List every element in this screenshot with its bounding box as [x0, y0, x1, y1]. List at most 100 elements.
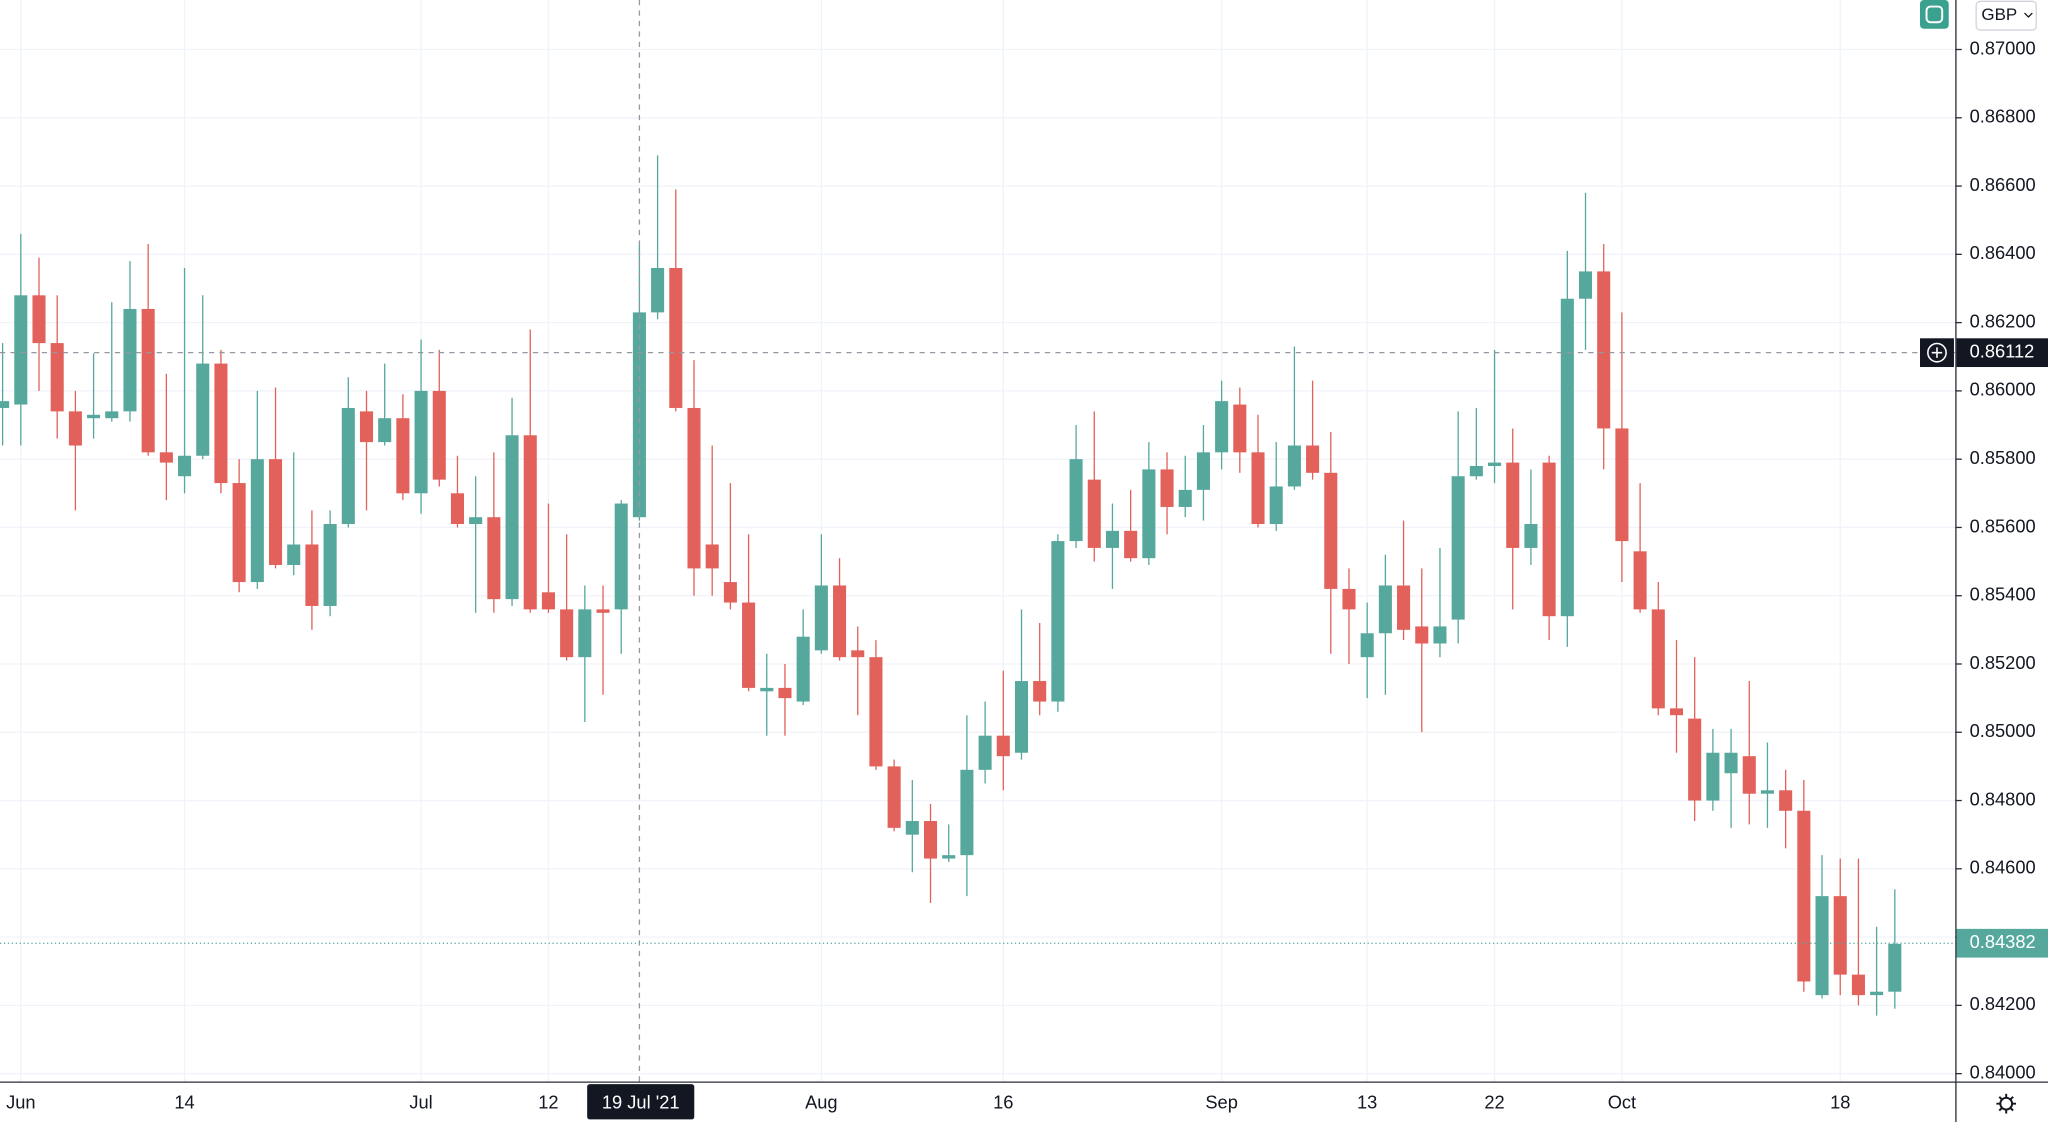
settings-icon-teeth[interactable]: [1996, 1093, 2016, 1114]
candle-body: [469, 517, 483, 525]
y-tick-label: 0.85600: [1970, 515, 2036, 536]
candle-body: [1142, 469, 1156, 559]
y-tick-label: 0.86800: [1970, 106, 2036, 127]
settings-button[interactable]: [1996, 1093, 2016, 1114]
y-tick-label: 0.86600: [1970, 174, 2036, 195]
candle-body: [887, 766, 901, 828]
candle-body: [1415, 626, 1429, 644]
y-tick-label: 0.86200: [1970, 310, 2036, 331]
x-tick-label: Oct: [1608, 1092, 1636, 1113]
x-tick-label: Aug: [805, 1092, 838, 1113]
x-tick-label: Sep: [1205, 1092, 1238, 1113]
candle-body: [1360, 633, 1374, 658]
candle-body: [1833, 896, 1847, 975]
candle-body: [814, 585, 828, 651]
candle-body: [1815, 896, 1829, 996]
y-tick-label: 0.85200: [1970, 652, 2036, 673]
candle-body: [669, 267, 683, 408]
candle-body: [359, 411, 374, 443]
currency-label[interactable]: GBP: [1981, 5, 2017, 24]
y-tick-label: 0.84800: [1970, 788, 2036, 809]
candle-body: [1615, 428, 1629, 542]
candle-body: [1306, 445, 1320, 473]
candle-body: [1524, 524, 1538, 548]
candle-body: [541, 592, 555, 610]
y-tick-label: 0.87000: [1970, 37, 2036, 58]
candle-body: [614, 503, 628, 610]
candle-body: [14, 295, 28, 405]
crosshair-x-label: 19 Jul '21: [602, 1092, 680, 1113]
candle-body: [414, 390, 428, 494]
candle-body: [723, 582, 737, 603]
currency-button[interactable]: GBP: [1975, 0, 2037, 31]
currency-button-frame[interactable]: [1975, 0, 2037, 31]
candle-body: [250, 459, 264, 583]
candle-body: [869, 657, 883, 767]
x-tick-label: 14: [174, 1092, 194, 1113]
x-tick-label: Jul: [409, 1092, 432, 1113]
candle-body: [596, 609, 610, 613]
candle-body: [0, 401, 10, 408]
candle-body: [742, 602, 756, 688]
candle-body: [1324, 472, 1338, 589]
y-tick-label: 0.84600: [1970, 857, 2036, 878]
candle-body: [105, 411, 119, 419]
candle-body: [1433, 626, 1447, 644]
candle-body: [1469, 465, 1483, 477]
y-tick-label: 0.84200: [1970, 993, 2036, 1014]
candle-body: [268, 459, 283, 565]
candle-body: [996, 735, 1010, 757]
y-tick-label: 0.85400: [1970, 584, 2036, 605]
candle-body: [1233, 404, 1247, 453]
candle-body: [1542, 462, 1556, 617]
candle-body: [1706, 752, 1720, 801]
x-tick-label: 12: [538, 1092, 558, 1113]
y-tick-label: 0.85800: [1970, 447, 2036, 468]
candle-body: [305, 544, 319, 606]
y-tick-label: 0.86400: [1970, 242, 2036, 263]
candle-body: [432, 390, 446, 480]
candle-body: [141, 308, 155, 453]
candle-body: [1724, 752, 1738, 774]
candle-body: [1760, 790, 1774, 794]
dropdown-caret[interactable]: [2024, 12, 2033, 18]
candle-body: [760, 687, 774, 692]
candle-body: [905, 821, 919, 835]
candle-body: [1633, 551, 1647, 610]
candle-body: [1251, 452, 1265, 525]
add-alert-icon[interactable]: [1927, 342, 1947, 363]
candle-body: [1870, 991, 1884, 996]
candle-body: [1651, 609, 1665, 709]
candle-body: [1488, 462, 1502, 466]
last-price-tag: [1956, 928, 2048, 958]
y-tick-label: 0.85000: [1970, 720, 2036, 741]
screenshot-button[interactable]: [1920, 0, 1949, 29]
candle-body: [1342, 588, 1356, 610]
candle-body: [68, 411, 82, 446]
x-tick-label: 22: [1484, 1092, 1504, 1113]
candle-body: [341, 407, 355, 525]
candle-body: [578, 609, 592, 658]
candle-body: [1269, 486, 1283, 525]
candle-body: [1888, 943, 1902, 992]
screenshot-button-bg[interactable]: [1920, 0, 1949, 29]
candle-body: [960, 769, 974, 856]
candle-body: [123, 308, 137, 412]
candle-body: [1578, 271, 1593, 299]
candle-body: [1451, 476, 1465, 620]
candle-body: [1669, 708, 1684, 716]
candle-body: [851, 650, 865, 658]
screenshot-icon[interactable]: [1925, 5, 1944, 24]
candle-body: [1597, 271, 1611, 429]
candle-body: [396, 418, 410, 494]
candle-body: [651, 267, 665, 313]
candle-body: [632, 312, 646, 518]
x-tick-label: 18: [1830, 1092, 1850, 1113]
candle-body: [1014, 681, 1029, 753]
y-tick-label: 0.86000: [1970, 379, 2036, 400]
x-tick-label: 13: [1357, 1092, 1377, 1113]
candle-body: [1560, 298, 1574, 617]
add-alert-plus[interactable]: [1931, 347, 1943, 358]
